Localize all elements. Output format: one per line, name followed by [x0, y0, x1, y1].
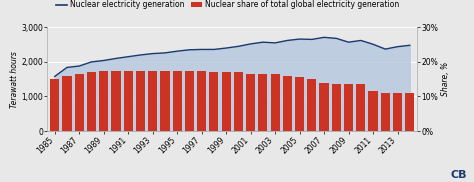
Bar	[50, 79, 59, 131]
Bar	[332, 84, 341, 131]
Y-axis label: Terawatt hours: Terawatt hours	[9, 51, 18, 108]
Bar	[381, 93, 390, 131]
Bar	[246, 74, 255, 131]
Bar	[283, 76, 292, 131]
Bar	[111, 70, 120, 131]
Bar	[210, 72, 219, 131]
Bar	[136, 70, 145, 131]
Bar	[63, 76, 72, 131]
Bar	[185, 70, 194, 131]
Bar	[344, 84, 353, 131]
Bar	[295, 78, 304, 131]
Bar	[405, 93, 414, 131]
Text: CB: CB	[450, 170, 467, 180]
Bar	[197, 70, 206, 131]
Bar	[234, 72, 243, 131]
Bar	[368, 91, 378, 131]
Bar	[99, 70, 108, 131]
Bar	[271, 74, 280, 131]
Bar	[319, 83, 328, 131]
Bar	[307, 79, 317, 131]
Bar	[74, 74, 84, 131]
Bar	[393, 93, 402, 131]
Bar	[160, 70, 170, 131]
Bar	[221, 72, 231, 131]
Bar	[148, 70, 157, 131]
Legend: Nuclear electricity generation, Nuclear share of total global electricity genera: Nuclear electricity generation, Nuclear …	[55, 0, 400, 9]
Bar	[258, 74, 267, 131]
Y-axis label: Share, %: Share, %	[441, 62, 450, 96]
Bar	[124, 70, 133, 131]
Bar	[173, 70, 182, 131]
Bar	[356, 84, 365, 131]
Bar	[87, 72, 96, 131]
